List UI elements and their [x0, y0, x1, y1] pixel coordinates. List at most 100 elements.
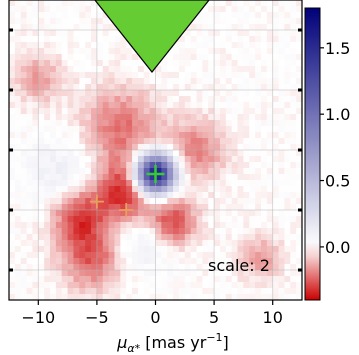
heatmap-cell — [50, 102, 57, 109]
heatmap-cell — [214, 156, 221, 163]
heatmap-cell — [272, 30, 280, 37]
heatmap-cell — [108, 276, 116, 283]
heatmap-cell — [126, 210, 133, 217]
heatmap-cell — [249, 96, 256, 103]
heatmap-cell — [73, 186, 80, 193]
heatmap-cell — [55, 90, 63, 97]
heatmap-cell — [161, 156, 168, 163]
heatmap-cell — [278, 30, 286, 37]
heatmap-cell — [161, 222, 168, 229]
heatmap-cell — [272, 192, 280, 199]
heatmap-cell — [260, 294, 268, 300]
heatmap-cell — [73, 144, 80, 151]
heatmap-cell — [266, 132, 274, 139]
heatmap-cell — [32, 54, 39, 61]
heatmap-cell — [137, 162, 145, 169]
heatmap-cell — [61, 162, 69, 169]
heatmap-cell — [79, 162, 86, 169]
heatmap-cell — [243, 252, 250, 259]
heatmap-cell — [32, 30, 39, 37]
heatmap-cell — [249, 12, 256, 19]
heatmap-cell — [38, 240, 45, 247]
heatmap-cell — [132, 138, 139, 145]
heatmap-cell — [249, 216, 256, 223]
heatmap-cell — [38, 282, 45, 289]
heatmap-cell — [79, 72, 86, 79]
heatmap-cell — [32, 60, 39, 67]
heatmap-cell — [214, 246, 221, 253]
heatmap-cell — [173, 270, 180, 277]
heatmap-cell — [296, 0, 302, 7]
heatmap-cell — [149, 288, 157, 295]
heatmap-cell — [296, 138, 302, 145]
heatmap-cell — [208, 54, 215, 61]
heatmap-cell — [20, 48, 28, 55]
heatmap-cell — [237, 132, 244, 139]
heatmap-cell — [61, 186, 69, 193]
heatmap-cell — [184, 48, 192, 55]
heatmap-cell — [102, 132, 110, 139]
heatmap-cell — [132, 252, 139, 259]
heatmap-cell — [91, 180, 98, 187]
heatmap-cell — [126, 186, 133, 193]
heatmap-cell — [50, 0, 57, 7]
heatmap-cell — [55, 6, 63, 13]
heatmap-cell — [91, 114, 98, 121]
heatmap-cell — [237, 66, 244, 73]
heatmap-cell — [143, 288, 151, 295]
heatmap-cell — [132, 186, 139, 193]
heatmap-cell — [96, 276, 104, 283]
heatmap-cell — [67, 246, 75, 253]
heatmap-cell — [108, 144, 116, 151]
arrow-shape — [94, 0, 210, 73]
heatmap-cell — [167, 120, 174, 127]
heatmap-cell — [237, 210, 244, 217]
heatmap-cell — [255, 48, 262, 55]
heatmap-cell — [278, 222, 286, 229]
heatmap-cell — [102, 228, 110, 235]
heatmap-cell — [108, 54, 116, 61]
heatmap-cell — [255, 102, 262, 109]
heatmap-cell — [237, 180, 244, 187]
heatmap-cell — [214, 180, 221, 187]
heatmap-cell — [243, 210, 250, 217]
heatmap-cell — [284, 30, 291, 37]
heatmap-cell — [114, 102, 121, 109]
heatmap-cell — [225, 240, 233, 247]
heatmap-cell — [61, 270, 69, 277]
heatmap-cell — [126, 72, 133, 79]
heatmap-cell — [9, 186, 16, 193]
heatmap-cell — [137, 198, 145, 205]
heatmap-cell — [284, 66, 291, 73]
heatmap-cell — [32, 258, 39, 265]
heatmap-cell — [208, 36, 215, 43]
heatmap-cell — [85, 72, 92, 79]
heatmap-cell — [231, 156, 239, 163]
heatmap-cell — [32, 210, 39, 217]
heatmap-cell — [196, 78, 203, 85]
heatmap-cell — [167, 48, 174, 55]
heatmap-cell — [214, 174, 221, 181]
heatmap-cell — [167, 96, 174, 103]
heatmap-cell — [161, 264, 168, 271]
heatmap-cell — [178, 258, 186, 265]
heatmap-cell — [255, 132, 262, 139]
heatmap-cell — [196, 174, 203, 181]
heatmap-cell — [190, 294, 198, 300]
heatmap-cell — [243, 264, 250, 271]
heatmap-cell — [272, 198, 280, 205]
heatmap-cell — [161, 240, 168, 247]
heatmap-cell — [114, 42, 121, 49]
heatmap-cell — [219, 174, 227, 181]
heatmap-cell — [96, 102, 104, 109]
heatmap-cell — [214, 222, 221, 229]
heatmap-cell — [102, 258, 110, 265]
heatmap-cell — [38, 210, 45, 217]
heatmap-cell — [260, 288, 268, 295]
heatmap-cell — [143, 294, 151, 300]
heatmap-cell — [79, 0, 86, 7]
heatmap-cell — [161, 204, 168, 211]
heatmap-cell — [32, 108, 39, 115]
heatmap-cell — [91, 78, 98, 85]
heatmap-cell — [202, 156, 209, 163]
